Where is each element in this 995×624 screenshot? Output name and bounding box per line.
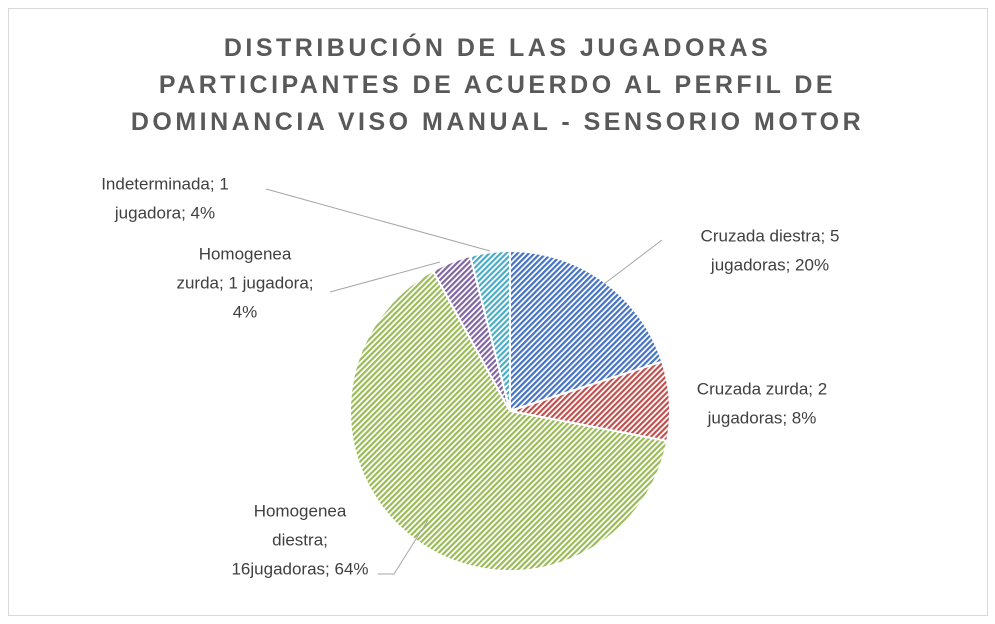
leader-line (378, 519, 429, 575)
pie-slice (349, 269, 669, 572)
data-label: 16jugadoras; 64% (231, 559, 368, 578)
leader-line (265, 188, 491, 252)
data-label: Cruzada zurda; 2 (697, 379, 827, 398)
leader-line (603, 239, 663, 285)
data-label: jugadoras; 20% (710, 255, 829, 274)
data-label: 4% (233, 302, 258, 321)
pie-slice (468, 249, 511, 412)
pie-slice (509, 249, 664, 413)
data-label: Homogenea (199, 244, 292, 263)
data-label: Indeterminada; 1 (101, 174, 229, 193)
data-label: jugadoras; 8% (707, 408, 817, 427)
data-label: Cruzada diestra; 5 (701, 226, 840, 245)
data-label: zurda; 1 jugadora; (176, 273, 313, 292)
chart-title: DISTRIBUCIÓN DE LAS JUGADORAS PARTICIPAN… (130, 34, 865, 136)
leader-line (329, 261, 441, 293)
data-label: jugadora; 4% (114, 203, 215, 222)
data-label: diestra; (272, 530, 328, 549)
data-label: Homogenea (254, 501, 347, 520)
